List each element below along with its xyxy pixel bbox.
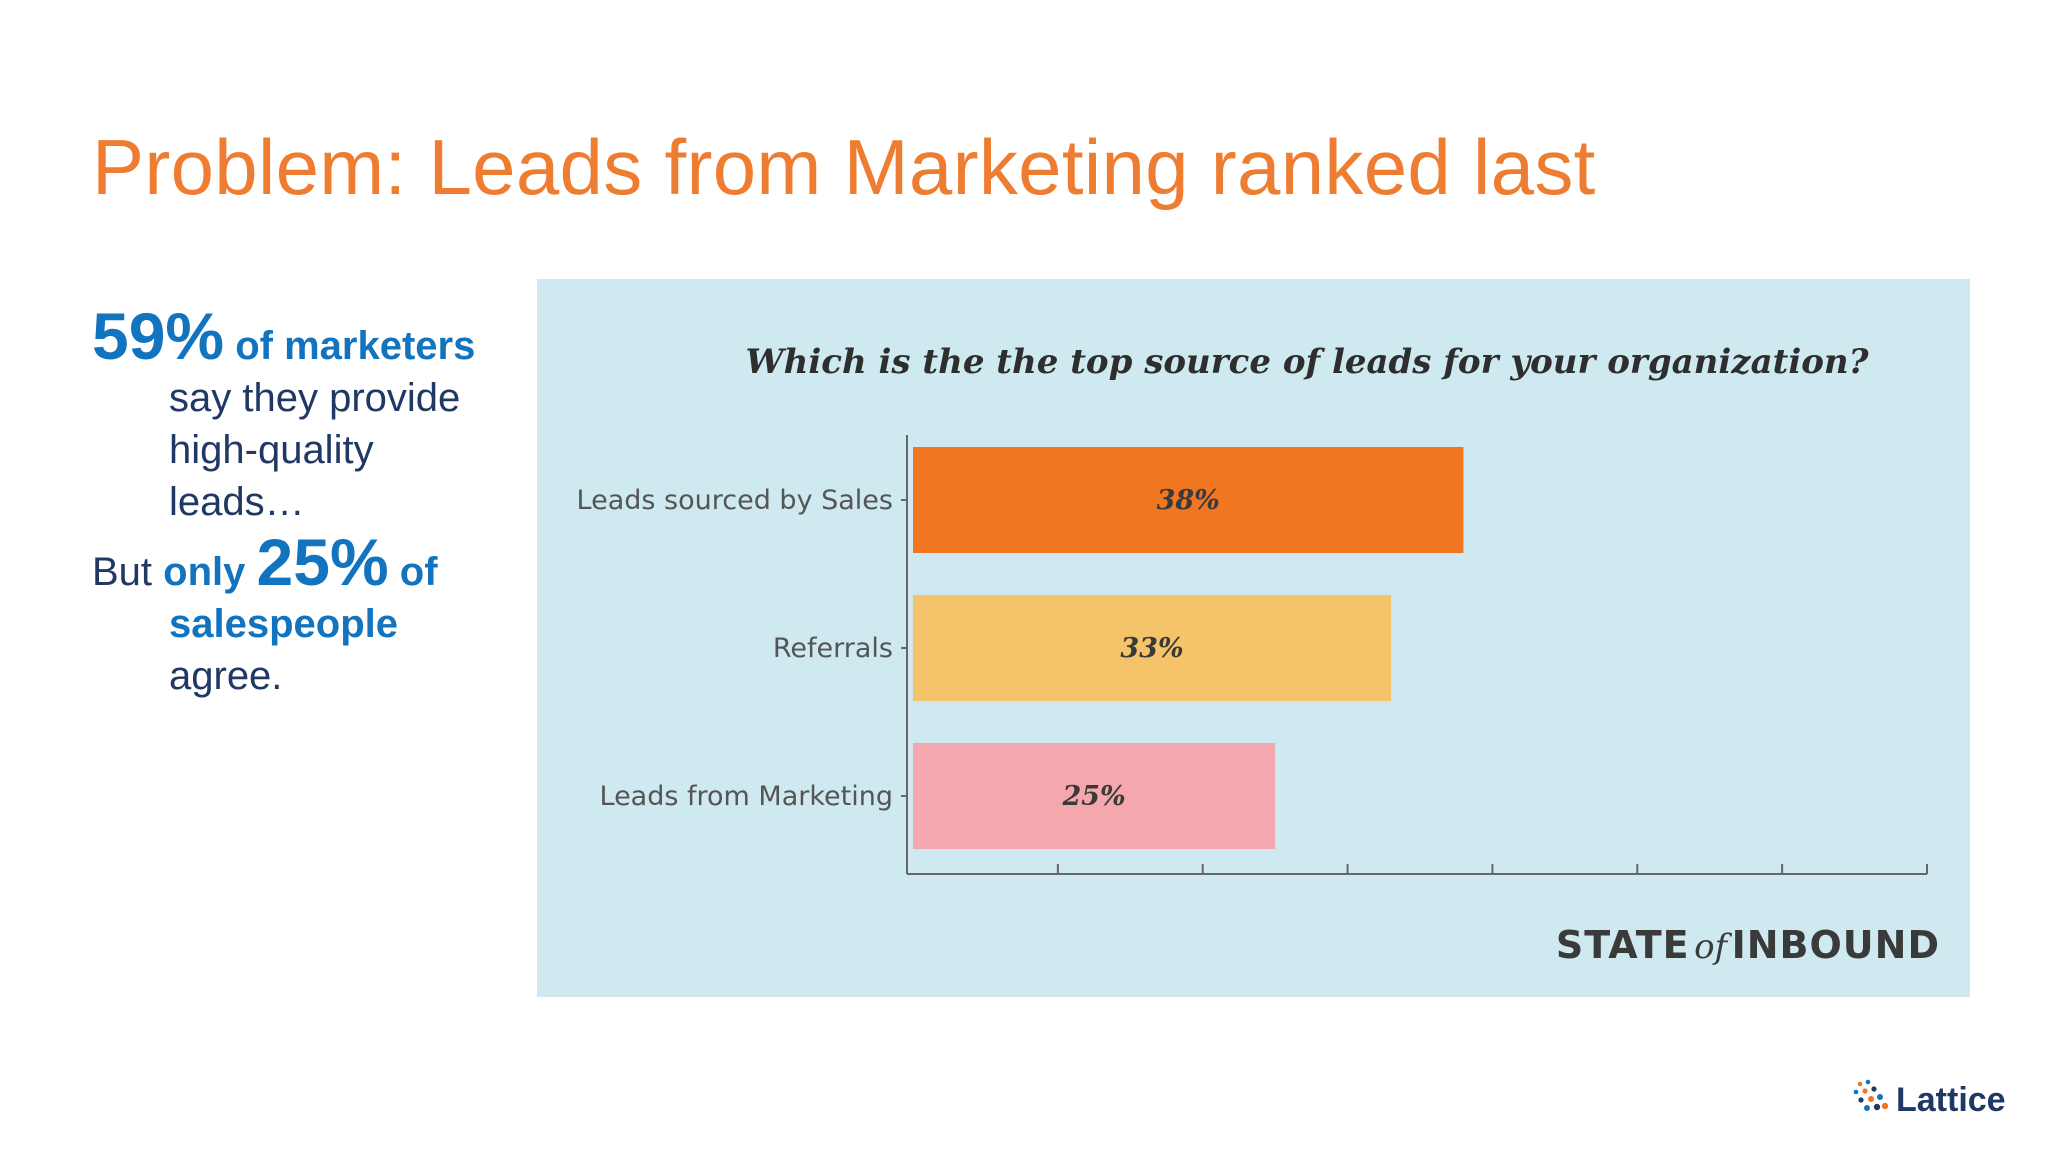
source-inbound: INBOUND: [1731, 923, 1940, 967]
value-label: 25%: [1061, 781, 1125, 812]
bar: [913, 595, 1392, 701]
source-of: of: [1694, 927, 1728, 967]
slide-title: Problem: Leads from Marketing ranked las…: [92, 123, 1596, 211]
lattice-wordmark: Lattice: [1896, 1080, 2006, 1119]
bars-layer: Leads sourced by Sales 38% Referrals 33% Lea…: [577, 447, 1464, 849]
only-word: only: [163, 550, 246, 594]
lattice-logo: Lattice: [1852, 1078, 2006, 1122]
of-word: of: [399, 550, 438, 594]
value-label: 38%: [1157, 485, 1220, 516]
state-of-inbound-logo: STATE of INBOUND: [1556, 923, 1940, 967]
stat-line-3: high-quality: [169, 428, 374, 472]
bar: [913, 447, 1464, 553]
stat-line-4: leads…: [169, 480, 305, 524]
bar: [913, 743, 1276, 849]
bar-chart: Which is the the top source of leads for…: [577, 342, 1928, 875]
marketers-percent: 59%: [92, 299, 225, 373]
marketers-label: of marketers: [235, 324, 476, 368]
category-label: Leads from Marketing: [600, 781, 894, 812]
source-state: STATE: [1555, 923, 1690, 967]
salespeople-label: salespeople: [169, 602, 399, 646]
salespeople-percent: 25%: [256, 525, 389, 599]
stat-line-2: say they provide: [169, 376, 461, 420]
chart-panel: Which is the the top source of leads for…: [537, 279, 1970, 997]
category-label: Referrals: [773, 633, 893, 664]
value-label: 33%: [1120, 633, 1183, 664]
but-word: But: [92, 550, 153, 594]
stat-line-7: agree.: [169, 654, 283, 698]
lattice-dots-icon: [1853, 1079, 1889, 1111]
axis-layer: [901, 435, 1928, 875]
chart-title: Which is the the top source of leads for…: [745, 342, 1869, 382]
category-label: Leads sourced by Sales: [577, 485, 893, 516]
stats-text: 59% of marketers say they provide high-q…: [92, 303, 532, 702]
